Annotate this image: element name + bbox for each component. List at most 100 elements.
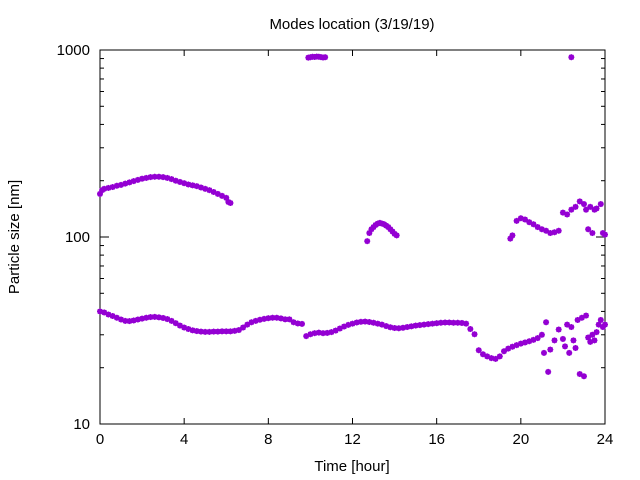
data-point [509, 232, 516, 239]
data-point [568, 324, 575, 331]
x-tick-label: 12 [344, 431, 361, 448]
data-point [299, 320, 305, 327]
x-axis-label: Time [hour] [314, 458, 389, 475]
x-tick-label: 20 [512, 431, 529, 448]
data-point [564, 321, 571, 328]
data-point [564, 211, 571, 218]
data-point [282, 316, 289, 323]
data-point [543, 227, 550, 234]
data-point [393, 232, 400, 239]
data-point [97, 308, 103, 315]
data-point [311, 330, 318, 337]
data-point [244, 321, 251, 328]
data-point [395, 325, 402, 332]
data-point [160, 174, 167, 181]
data-point [572, 344, 579, 351]
data-point [572, 203, 579, 210]
data-point [559, 335, 566, 342]
data-point [475, 347, 482, 354]
data-point [164, 316, 171, 323]
data-point [538, 331, 545, 338]
data-point [492, 355, 499, 362]
data-point [562, 343, 569, 350]
data-point [155, 173, 162, 180]
data-point [589, 331, 596, 338]
axes: 0 4 8 12 16 20 24 10 100 1000 [57, 42, 614, 448]
x-tick-label: 8 [264, 431, 272, 448]
data-point [362, 318, 369, 325]
y-tick-label: 1000 [57, 42, 90, 59]
y-tick-label: 10 [73, 416, 90, 433]
data-point [235, 327, 242, 334]
chart-title: Modes location (3/19/19) [269, 16, 434, 33]
data-point [555, 227, 562, 234]
data-point [602, 231, 608, 238]
data-point [570, 337, 577, 344]
x-tick-label: 0 [96, 431, 104, 448]
data-point [206, 328, 213, 335]
data-point [400, 324, 406, 331]
data-point [429, 320, 436, 327]
data-point [597, 316, 604, 323]
data-point [526, 219, 533, 226]
data-point [322, 54, 329, 61]
data-point [530, 221, 537, 228]
x-tick-label: 24 [597, 431, 614, 448]
data-point [568, 54, 575, 61]
data-point [566, 349, 573, 356]
data-point [547, 230, 554, 237]
data-point [602, 321, 608, 328]
data-point [450, 319, 457, 326]
plot-area [99, 49, 606, 425]
data-point [501, 348, 507, 355]
data-point [513, 217, 520, 224]
y-tick-label: 100 [65, 229, 90, 246]
data-point [568, 206, 575, 213]
data-point [543, 319, 550, 326]
data-point [580, 373, 587, 380]
data-point [366, 319, 373, 326]
data-point [286, 316, 293, 323]
data-point [425, 321, 432, 328]
x-tick-label: 16 [428, 431, 445, 448]
data-point [364, 238, 371, 245]
data-point [522, 216, 529, 223]
data-point [595, 321, 602, 328]
data-point [412, 322, 419, 329]
data-point [147, 314, 154, 321]
data-point [202, 328, 209, 335]
data-point [585, 226, 592, 233]
data-point [583, 206, 590, 213]
data-point [593, 205, 600, 212]
data-point [597, 201, 604, 208]
data-point [151, 313, 158, 320]
data-point [587, 203, 594, 210]
plot-border [99, 49, 606, 425]
data-point [540, 349, 547, 356]
data-point [227, 199, 234, 206]
data-point [545, 368, 552, 375]
x-tick-label: 4 [180, 431, 188, 448]
data-point [315, 329, 322, 336]
data-point [551, 337, 558, 344]
data-point [555, 326, 562, 333]
data-point [547, 346, 554, 353]
data-point [576, 198, 583, 205]
data-point [591, 337, 598, 344]
data-point [471, 331, 478, 338]
data-point [583, 312, 590, 319]
data-point [240, 324, 247, 331]
data-point [522, 339, 529, 346]
data-point [496, 353, 503, 360]
data-point [181, 180, 188, 187]
data-point [534, 335, 541, 342]
data-point [593, 329, 600, 336]
data-point [526, 338, 533, 345]
data-point [589, 230, 596, 237]
data-point [454, 319, 461, 326]
data-point [467, 326, 474, 333]
data-point [214, 328, 221, 335]
data-points [97, 53, 608, 380]
y-axis-label: Particle size [nm] [6, 180, 23, 294]
